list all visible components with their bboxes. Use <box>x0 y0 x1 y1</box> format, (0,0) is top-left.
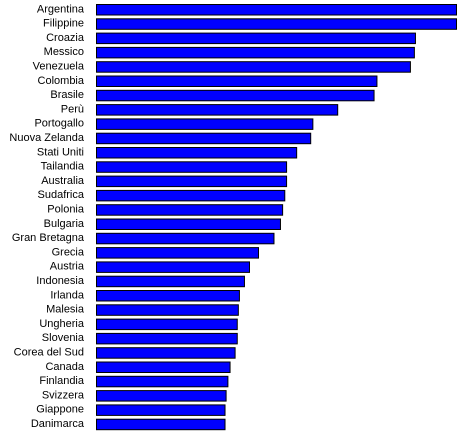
bar <box>96 18 457 30</box>
bar <box>96 61 411 73</box>
bar <box>96 147 298 159</box>
category-label: Perù <box>61 103 84 115</box>
category-label: Messico <box>44 46 84 58</box>
category-label: Danimarca <box>31 418 85 430</box>
category-label: Brasile <box>50 89 84 101</box>
bar <box>96 32 416 45</box>
category-label: Austria <box>50 261 85 273</box>
bar <box>96 189 286 202</box>
category-label: Gran Bretagna <box>12 232 85 244</box>
bar <box>96 46 415 59</box>
bar <box>96 404 226 416</box>
bar <box>96 175 288 188</box>
bar <box>96 318 238 331</box>
bar <box>96 261 250 273</box>
category-label: Indonesia <box>36 275 85 287</box>
category-label: Corea del Sud <box>14 346 84 358</box>
category-label: Svizzera <box>42 389 85 401</box>
bar <box>96 290 240 302</box>
bar <box>96 104 339 116</box>
category-label: Croazia <box>46 32 85 44</box>
bar <box>96 89 375 102</box>
category-label: Irlanda <box>50 289 85 301</box>
category-label: Slovenia <box>42 332 85 344</box>
bar <box>96 390 227 402</box>
bar <box>96 75 378 87</box>
bar <box>96 247 259 259</box>
category-label: Malesia <box>46 304 85 316</box>
category-label: Portogallo <box>34 118 84 130</box>
category-label: Tailandia <box>41 161 85 173</box>
bar <box>96 347 236 359</box>
category-label: Polonia <box>47 203 85 215</box>
bar <box>96 4 457 16</box>
bar <box>96 218 281 230</box>
category-label: Grecia <box>52 246 85 258</box>
category-label: Argentina <box>37 3 85 15</box>
bar <box>96 132 312 145</box>
category-label: Venezuela <box>33 60 85 72</box>
category-label: Sudafrica <box>38 189 85 201</box>
category-label: Australia <box>41 175 85 187</box>
bar <box>96 161 288 173</box>
bar <box>96 204 284 216</box>
bar <box>96 361 231 373</box>
bar <box>96 304 239 316</box>
bar <box>96 118 314 130</box>
category-label: Giappone <box>36 404 84 416</box>
category-label: Bulgaria <box>44 218 85 230</box>
bar <box>96 232 275 245</box>
category-label: Finlandia <box>39 375 85 387</box>
bar <box>96 418 226 431</box>
bar <box>96 275 245 288</box>
category-label: Colombia <box>38 75 85 87</box>
category-label: Filippine <box>43 18 84 30</box>
bar <box>96 332 238 345</box>
category-label: Ungheria <box>39 318 85 330</box>
bar <box>96 375 229 388</box>
category-label: Nuova Zelanda <box>9 132 84 144</box>
category-label: Canada <box>45 361 84 373</box>
category-label: Stati Uniti <box>37 146 84 158</box>
